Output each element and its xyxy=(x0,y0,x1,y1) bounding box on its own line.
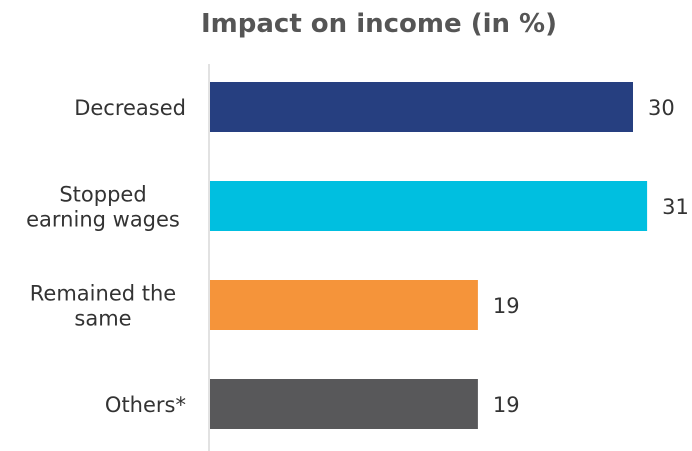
category-label-2-line-0: Remained the xyxy=(30,282,176,306)
category-label-2-line-1: same xyxy=(74,307,131,331)
data-label-0: 30 xyxy=(648,96,675,120)
chart-title: Impact on income (in %) xyxy=(201,9,557,39)
data-label-1: 31 xyxy=(662,195,689,219)
category-label-3-line-0: Others* xyxy=(105,393,186,417)
category-label-1-line-1: earning wages xyxy=(26,208,180,232)
data-label-2: 19 xyxy=(493,294,520,318)
category-label-1-line-0: Stopped xyxy=(59,183,146,207)
bar-3 xyxy=(210,379,478,429)
category-label-0-line-0: Decreased xyxy=(74,96,186,120)
bar-0 xyxy=(210,82,633,132)
bar-2 xyxy=(210,280,478,330)
bar-1 xyxy=(210,181,648,231)
data-label-3: 19 xyxy=(493,393,520,417)
